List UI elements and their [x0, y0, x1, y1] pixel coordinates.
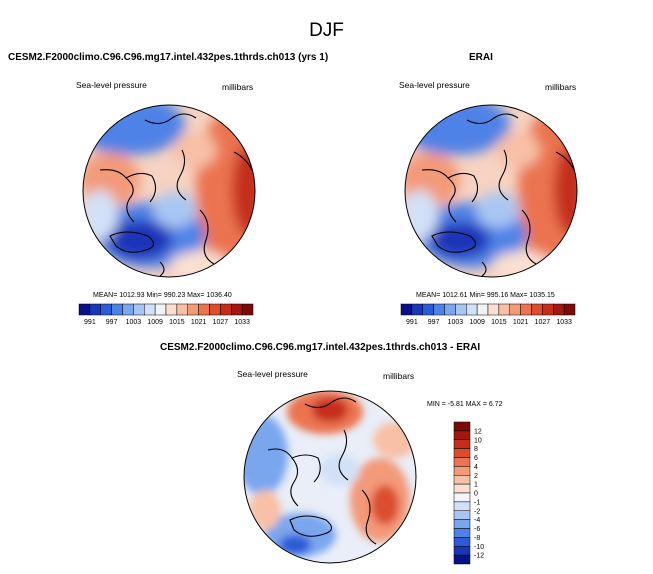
colorbar-tick-label: -8: [474, 535, 480, 542]
panel1-units-label: millibars: [222, 82, 254, 92]
colorbar-tick-label: 1021: [513, 319, 529, 326]
colorbar-tick-label: 10: [474, 437, 482, 444]
panel3-units-label: millibars: [383, 371, 415, 381]
colorbar-swatch: [453, 430, 471, 440]
panel1-polar-map: [82, 104, 256, 278]
colorbar-swatch: [165, 303, 178, 316]
colorbar-swatch: [453, 483, 471, 494]
panel1-stats: MEAN= 1012.93 Min= 990.23 Max= 1036.40: [93, 292, 232, 299]
colorbar-swatch: [433, 303, 445, 316]
colorbar-swatch: [453, 519, 471, 529]
colorbar-tick-label: -6: [474, 526, 480, 533]
colorbar-swatch: [122, 303, 134, 316]
colorbar-swatch: [553, 303, 565, 316]
colorbar-tick-label: 2: [474, 473, 478, 480]
colorbar-swatch: [453, 537, 471, 547]
colorbar-tick-label: 0: [474, 491, 478, 498]
colorbar-tick-label: 1: [474, 482, 478, 489]
colorbar-tick-label: -10: [474, 544, 484, 551]
colorbar-swatch: [400, 303, 413, 316]
colorbar-tick-label: 1009: [147, 319, 163, 326]
colorbar-tick-label: 1003: [126, 319, 142, 326]
slp-colorbar-1: 991 997 1003 1009 1015 1021 1027 1033: [78, 303, 254, 326]
colorbar-swatch: [89, 303, 101, 316]
colorbar-swatch: [498, 303, 510, 316]
colorbar-tick-label: 1027: [535, 319, 551, 326]
slp-colorbar-2: 991 997 1003 1009 1015 1021 1027 1033: [400, 303, 576, 326]
colorbar-tick-label: -12: [474, 553, 484, 560]
colorbar-swatch: [520, 303, 532, 316]
colorbar-swatch: [154, 303, 167, 316]
colorbar-swatch: [411, 303, 423, 316]
colorbar-tick-label: 1015: [491, 319, 507, 326]
colorbar-swatch: [466, 303, 478, 316]
colorbar-tick-label: 997: [428, 319, 440, 326]
colorbar-swatch: [241, 303, 254, 316]
colorbar-tick-label: 1027: [213, 319, 229, 326]
colorbar-tick-label: 991: [84, 319, 96, 326]
colorbar-swatch: [487, 303, 500, 316]
colorbar-swatch: [453, 439, 471, 449]
colorbar-tick-label: 1021: [191, 319, 207, 326]
panel2-polar-map: [404, 104, 578, 278]
colorbar-tick-label: -1: [474, 499, 480, 506]
colorbar-swatch: [453, 546, 471, 556]
panel2-units-label: millibars: [545, 82, 577, 92]
colorbar-swatch: [453, 528, 471, 538]
colorbar-swatch: [453, 466, 471, 476]
colorbar-swatch: [453, 501, 471, 511]
colorbar-swatch: [176, 303, 188, 316]
colorbar-swatch: [187, 303, 199, 316]
colorbar-swatch: [100, 303, 112, 316]
panel3-variable-label: Sea-level pressure: [237, 369, 308, 379]
colorbar-swatch: [476, 303, 489, 316]
colorbar-swatch: [111, 303, 123, 316]
colorbar-swatch: [198, 303, 210, 316]
colorbar-swatch: [231, 303, 243, 316]
colorbar-swatch: [509, 303, 521, 316]
colorbar-tick-label: 1015: [169, 319, 185, 326]
colorbar-swatch: [453, 421, 471, 432]
colorbar-swatch: [563, 303, 576, 316]
colorbar-swatch: [531, 303, 543, 316]
colorbar-swatch: [455, 303, 467, 316]
colorbar-tick-label: 991: [406, 319, 418, 326]
panel3-title: CESM2.F2000climo.C96.C96.mg17.intel.432p…: [160, 342, 481, 353]
colorbar-tick-label: 8: [474, 446, 478, 453]
colorbar-swatch: [144, 303, 156, 316]
colorbar-swatch: [453, 554, 471, 565]
colorbar-swatch: [444, 303, 456, 316]
colorbar-swatch: [453, 448, 471, 458]
colorbar-tick-label: -4: [474, 517, 480, 524]
colorbar-swatch: [422, 303, 434, 316]
colorbar-tick-label: -2: [474, 508, 480, 515]
colorbar-swatch: [453, 492, 471, 503]
colorbar-tick-label: 1009: [469, 319, 485, 326]
panel2-variable-label: Sea-level pressure: [399, 80, 470, 90]
panel3-stats: MIN = -5.81 MAX = 6.72: [427, 401, 503, 408]
colorbar-tick-label: 1003: [448, 319, 464, 326]
colorbar-swatch: [453, 510, 471, 520]
panel3-polar-map: [243, 390, 417, 564]
colorbar-swatch: [542, 303, 554, 316]
colorbar-swatch: [453, 457, 471, 467]
colorbar-tick-label: 1033: [234, 319, 250, 326]
panel2-stats: MEAN= 1012.61 Min= 995.16 Max= 1035.15: [416, 292, 555, 299]
colorbar-swatch: [220, 303, 232, 316]
colorbar-tick-label: 12: [474, 428, 482, 435]
colorbar-tick-label: 4: [474, 464, 478, 471]
colorbar-swatch: [133, 303, 145, 316]
panel1-variable-label: Sea-level pressure: [76, 80, 147, 90]
colorbar-tick-label: 1033: [556, 319, 572, 326]
colorbar-tick-label: 6: [474, 455, 478, 462]
figure-title: DJF: [309, 20, 344, 41]
colorbar-swatch: [453, 475, 471, 485]
panel2-title: ERAI: [469, 52, 493, 63]
colorbar-tick-label: 997: [106, 319, 118, 326]
panel1-title: CESM2.F2000climo.C96.C96.mg17.intel.432p…: [8, 52, 329, 63]
colorbar-swatch: [209, 303, 221, 316]
colorbar-swatch: [78, 303, 91, 316]
